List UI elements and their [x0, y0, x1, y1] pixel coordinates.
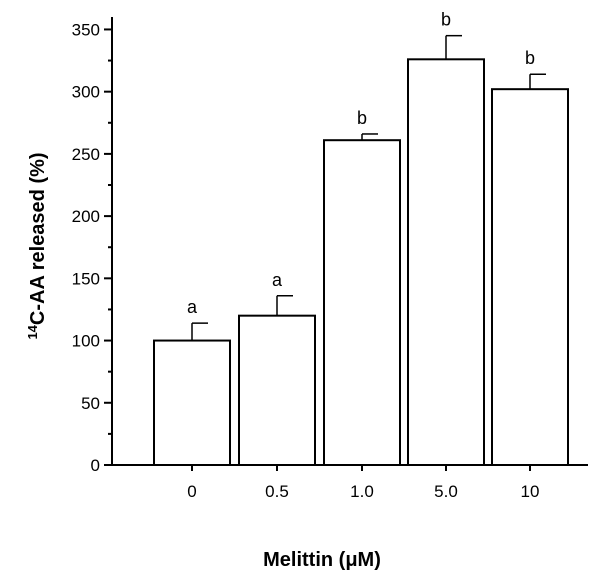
x-axis: 0 0.5 1.0 5.0 10	[112, 464, 588, 501]
y-tick-label: 50	[81, 394, 100, 413]
x-tick-label: 1.0	[350, 482, 374, 501]
x-ticks: 0 0.5 1.0 5.0 10	[187, 465, 539, 501]
bar	[153, 339, 231, 466]
significance-label: b	[441, 10, 451, 30]
y-axis-title: 14C-AA released (%)	[25, 152, 49, 339]
x-tick-label: 5.0	[434, 482, 458, 501]
y-tick-label: 100	[72, 332, 100, 351]
y-tick-label: 0	[91, 456, 100, 475]
bar	[323, 139, 401, 466]
y-tick-label: 200	[72, 207, 100, 226]
significance-label: a	[187, 297, 198, 317]
y-tick-label: 350	[72, 20, 100, 39]
significance-label: b	[525, 48, 535, 68]
y-tick-label: 250	[72, 145, 100, 164]
bar	[407, 58, 485, 467]
significance-label: a	[272, 270, 283, 290]
y-tick-label: 150	[72, 269, 100, 288]
x-axis-title: Melittin (μM)	[263, 549, 381, 571]
y-ticks: 0 50 100 150 200 250 300 350	[72, 20, 112, 475]
y-axis-title-text: C-AA released (%)	[27, 152, 49, 325]
x-tick-label: 0.5	[265, 482, 289, 501]
x-tick-label: 10	[521, 482, 540, 501]
y-axis: 0 50 100 150 200 250 300 350	[72, 17, 113, 475]
bar	[238, 314, 316, 466]
bar	[491, 88, 569, 467]
x-tick-label: 0	[187, 482, 196, 501]
bars: a a b b b	[153, 10, 569, 467]
significance-label: b	[357, 108, 367, 128]
y-tick-label: 300	[72, 83, 100, 102]
y-axis-title-superscript: 14	[25, 324, 40, 339]
